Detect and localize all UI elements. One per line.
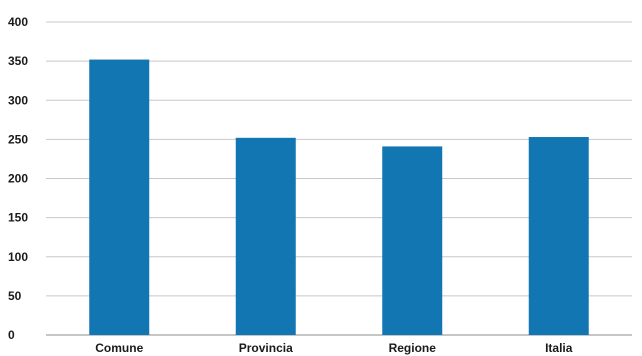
y-tick-label: 300 (8, 93, 28, 107)
bar-regione (382, 146, 443, 335)
y-tick-label: 250 (8, 132, 28, 146)
bar-italia (528, 137, 589, 335)
bars (89, 59, 589, 336)
x-tick-label: Regione (389, 341, 437, 355)
y-axis-ticks: 0 50 100 150 200 250 300 350 400 (8, 15, 28, 342)
y-tick-label: 400 (8, 15, 28, 29)
y-tick-label: 100 (8, 250, 28, 264)
x-tick-label: Provincia (239, 341, 293, 355)
x-tick-label: Italia (545, 341, 573, 355)
bar-provincia (235, 137, 296, 335)
bar-comune (89, 59, 150, 336)
y-tick-label: 50 (8, 289, 22, 303)
y-tick-label: 350 (8, 54, 28, 68)
y-tick-label: 200 (8, 172, 28, 186)
y-tick-label: 0 (8, 328, 15, 342)
y-tick-label: 150 (8, 211, 28, 225)
x-axis-ticks: Comune Provincia Regione Italia (95, 341, 572, 355)
x-tick-label: Comune (95, 341, 143, 355)
